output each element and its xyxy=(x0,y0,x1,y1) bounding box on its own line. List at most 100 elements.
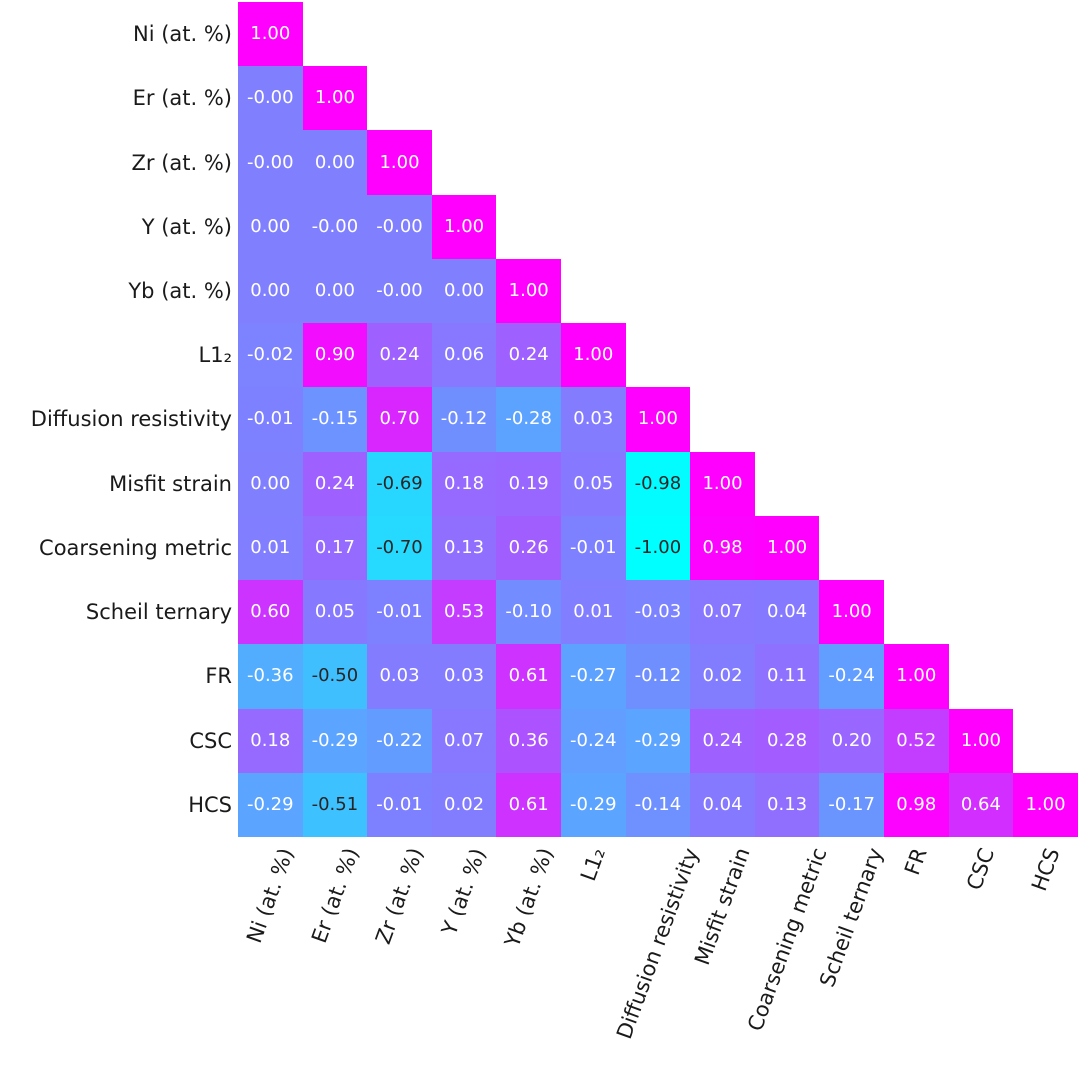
heatmap-cell: 1.00 xyxy=(1013,772,1078,837)
heatmap-cell: 1.00 xyxy=(238,2,303,67)
heatmap-cell: 0.00 xyxy=(238,258,303,324)
heatmap-cell: -0.51 xyxy=(302,772,368,837)
heatmap-cell: 0.11 xyxy=(754,644,820,709)
heatmap-cell: 0.61 xyxy=(496,644,561,709)
heatmap-cell: 0.28 xyxy=(754,708,820,773)
heatmap-cell: 0.00 xyxy=(302,258,368,324)
heatmap-cell: -0.98 xyxy=(625,451,691,516)
heatmap-cell: -0.29 xyxy=(561,772,626,837)
heatmap-cell: 0.19 xyxy=(496,451,561,516)
heatmap-cell: 0.00 xyxy=(238,451,303,516)
heatmap-cell: 0.52 xyxy=(884,708,949,773)
heatmap-cell: -0.36 xyxy=(238,644,303,709)
heatmap-cell: 1.00 xyxy=(367,130,432,195)
heatmap-cell: 0.06 xyxy=(431,323,497,388)
heatmap-cell: -1.00 xyxy=(625,515,691,581)
heatmap-cell: 0.03 xyxy=(561,387,626,452)
x-tick-label: HCS xyxy=(1026,844,1065,895)
heatmap-cell: 0.70 xyxy=(367,387,432,452)
heatmap-cell: 0.00 xyxy=(238,194,303,259)
y-tick-label: HCS xyxy=(188,792,232,817)
heatmap-cell: 0.03 xyxy=(367,644,432,709)
heatmap-cell: 1.00 xyxy=(496,258,561,324)
heatmap-cell: 0.07 xyxy=(431,708,497,773)
y-tick-label: Scheil ternary xyxy=(85,600,232,625)
heatmap-cell: -0.24 xyxy=(561,708,626,773)
heatmap-cell: 0.05 xyxy=(302,580,368,645)
heatmap-cell: -0.24 xyxy=(819,644,884,709)
heatmap-cell: -0.01 xyxy=(367,772,432,837)
y-tick-label: L1₂ xyxy=(198,343,232,368)
heatmap-cell: 0.26 xyxy=(496,515,561,581)
y-tick-label: Y (at. %) xyxy=(141,214,232,239)
heatmap-cell: -0.14 xyxy=(625,772,691,837)
heatmap-cell: 1.00 xyxy=(561,323,626,388)
heatmap-cell: 1.00 xyxy=(302,66,368,131)
heatmap-cell: 0.04 xyxy=(754,580,820,645)
heatmap-cell: -0.28 xyxy=(496,387,561,452)
heatmap-cell: 0.02 xyxy=(690,644,755,709)
heatmap-cell: 0.24 xyxy=(690,708,755,773)
heatmap-cell: -0.15 xyxy=(302,387,368,452)
heatmap-cell: 0.24 xyxy=(302,451,368,516)
x-tick-label: Ni (at. %) xyxy=(242,844,299,947)
heatmap-cell: -0.50 xyxy=(302,644,368,709)
heatmap-cell: 0.36 xyxy=(496,708,561,773)
x-tick-label: Y (at. %) xyxy=(437,844,491,939)
heatmap-cell: 0.13 xyxy=(431,515,497,581)
x-tick-label: Coarsening metric xyxy=(742,844,832,1035)
y-tick-label: Zr (at. %) xyxy=(131,150,233,175)
heatmap-cell: 0.17 xyxy=(302,515,368,581)
y-tick-label: FR xyxy=(205,664,232,689)
heatmap-cell: -0.29 xyxy=(302,708,368,773)
x-tick-label: Yb (at. %) xyxy=(499,844,558,951)
heatmap-cell: 0.04 xyxy=(690,772,755,837)
heatmap-cell: 0.53 xyxy=(431,580,497,645)
heatmap-cell: 1.00 xyxy=(431,194,497,259)
heatmap-cell: -0.01 xyxy=(238,387,303,452)
heatmap-cell: -0.12 xyxy=(625,644,691,709)
heatmap-cell: 0.02 xyxy=(431,772,497,837)
heatmap-cell: 0.05 xyxy=(561,451,626,516)
x-tick-label: CSC xyxy=(962,844,1000,894)
heatmap-cell: 0.98 xyxy=(884,772,949,837)
y-tick-label: Misfit strain xyxy=(109,471,232,496)
heatmap-cell: 0.64 xyxy=(948,772,1014,837)
x-tick-label: Er (at. %) xyxy=(306,844,364,947)
heatmap-cell: 1.00 xyxy=(884,644,949,709)
heatmap-cell: -0.01 xyxy=(367,580,432,645)
heatmap-cell: 0.24 xyxy=(367,323,432,388)
x-tick-label: Diffusion resistivity xyxy=(612,844,704,1043)
heatmap-cell: 0.20 xyxy=(819,708,884,773)
heatmap-cell: 0.61 xyxy=(496,772,561,837)
heatmap-cell: 0.13 xyxy=(754,772,820,837)
heatmap-cell: -0.00 xyxy=(367,194,432,259)
heatmap-cell: 0.01 xyxy=(238,515,303,581)
heatmap-cell: -0.29 xyxy=(625,708,691,773)
heatmap-cell: -0.00 xyxy=(238,66,303,131)
heatmap-cell: 0.00 xyxy=(302,130,368,195)
heatmap-cell: -0.70 xyxy=(367,515,432,581)
x-tick-label: L1₂ xyxy=(576,844,611,885)
heatmap-cell: 1.00 xyxy=(690,451,755,516)
heatmap-cell: 0.18 xyxy=(431,451,497,516)
heatmap-cell: -0.00 xyxy=(302,194,368,259)
y-tick-label: CSC xyxy=(189,728,232,753)
heatmap-cell: -0.17 xyxy=(819,772,884,837)
heatmap-cell: -0.02 xyxy=(238,323,303,388)
heatmap-cell: -0.69 xyxy=(367,451,432,516)
heatmap-cell: 0.98 xyxy=(690,515,755,581)
heatmap-cell: -0.00 xyxy=(367,258,432,324)
heatmap-cell: 0.03 xyxy=(431,644,497,709)
y-tick-label: Yb (at. %) xyxy=(128,279,232,304)
heatmap-cell: 0.00 xyxy=(431,258,497,324)
y-tick-label: Ni (at. %) xyxy=(132,22,232,47)
heatmap-cell: 1.00 xyxy=(819,580,884,645)
x-tick-label: Zr (at. %) xyxy=(371,844,428,948)
heatmap-cell: -0.03 xyxy=(625,580,691,645)
heatmap-cell: -0.12 xyxy=(431,387,497,452)
heatmap-cell: 0.07 xyxy=(690,580,755,645)
heatmap-cell: 0.60 xyxy=(238,580,303,645)
x-tick-label: FR xyxy=(900,844,933,879)
